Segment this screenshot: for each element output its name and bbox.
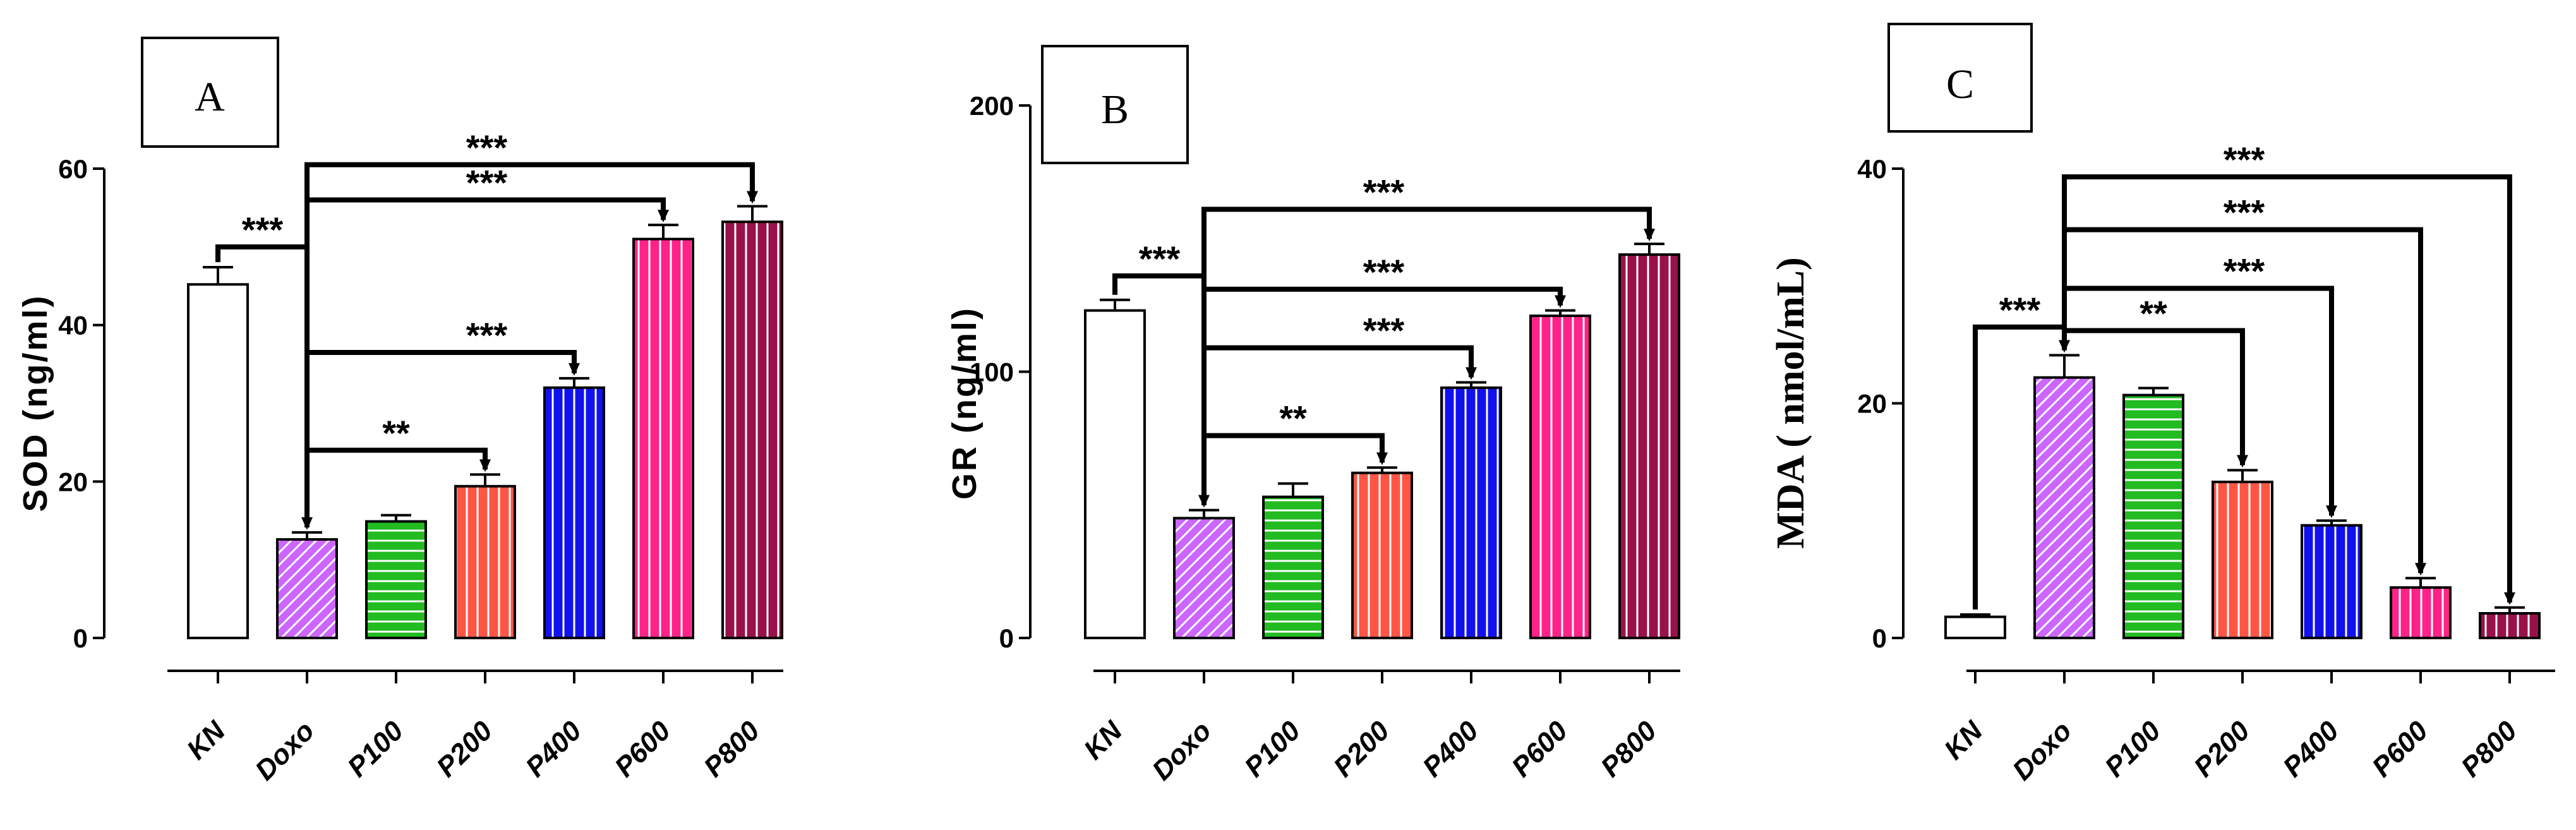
bar-fill	[1085, 310, 1145, 638]
x-category-label: KN	[181, 715, 231, 766]
x-category-label: P600	[1506, 715, 1574, 783]
significance-label: **	[2140, 293, 2167, 333]
significance-label: ***	[1139, 239, 1181, 279]
x-category-label: P400	[2277, 715, 2345, 783]
significance-bracket	[2062, 174, 2512, 603]
significance-label: ***	[2224, 251, 2265, 291]
significance-label: ***	[242, 210, 284, 250]
significance-label: ***	[1999, 290, 2041, 330]
x-category-label: P800	[698, 715, 766, 783]
bar-pattern	[2213, 481, 2272, 638]
significance-label: ***	[1363, 252, 1405, 292]
x-category-label: P200	[431, 715, 499, 783]
x-category-label: KN	[1078, 715, 1128, 766]
bracket-arrow	[1466, 367, 1477, 380]
bar-pattern	[1441, 387, 1501, 638]
bracket-arrow	[1555, 295, 1566, 308]
bar-pattern	[634, 239, 693, 638]
bar-fill	[1946, 616, 2005, 638]
bracket-arrow	[2504, 592, 2515, 605]
x-category-label: Doxo	[1147, 715, 1217, 786]
panel-label-box	[1041, 45, 1189, 164]
bracket-arrow	[569, 363, 580, 376]
bar-pattern	[2302, 525, 2361, 638]
bar-fill	[188, 284, 248, 639]
bar-pattern	[277, 539, 337, 638]
significance-label: ***	[466, 315, 508, 355]
significance-label: ***	[466, 163, 508, 203]
bar-pattern	[366, 521, 426, 638]
significance-label: ***	[1363, 311, 1405, 351]
bar-pattern	[2124, 395, 2183, 638]
bracket-arrow	[747, 191, 758, 204]
panel-a-chart: A 0 20 40 60 SOD (ng/ml) KN Doxo P100 P200 P400 P60…	[16, 37, 783, 786]
x-category-label: P100	[2099, 715, 2167, 783]
x-category-label: P400	[520, 715, 588, 783]
bracket-arrow	[2237, 455, 2248, 468]
y-tick-label: 40	[1857, 154, 1887, 184]
x-category-label: KN	[1938, 715, 1989, 766]
x-category-label: P200	[1328, 715, 1396, 783]
bar-pattern	[1174, 518, 1234, 638]
x-category-label: P600	[2366, 715, 2435, 783]
bar-pattern	[723, 222, 782, 638]
x-category-label: P400	[1417, 715, 1485, 783]
y-tick-label: 20	[58, 467, 88, 496]
bar-pattern	[2035, 377, 2094, 638]
significance-bracket	[1201, 345, 1474, 505]
significance-label: ***	[466, 128, 508, 167]
significance-label: ***	[1363, 172, 1405, 212]
panel-b-chart: B 0 100 200 GR (ng/ml) KN Doxo P100 P200 P400 P600…	[946, 45, 1680, 786]
y-tick-label: 0	[999, 623, 1014, 653]
bar-pattern	[455, 486, 515, 638]
bracket-arrow	[2415, 563, 2426, 576]
y-axis-title: MDA ( nmol/mL)	[1769, 257, 1812, 549]
y-axis-title: GR (ng/ml)	[946, 306, 984, 500]
bracket-arrow	[1376, 452, 1388, 466]
x-category-label: P100	[1239, 715, 1307, 783]
panel-label-box	[141, 37, 279, 148]
y-tick-label: 60	[58, 154, 88, 184]
panel-label-box	[1887, 23, 2033, 133]
significance-label: **	[382, 413, 410, 453]
y-axis-title: SOD (ng/ml)	[16, 294, 54, 512]
significance-bracket	[304, 350, 577, 527]
bar-pattern	[1263, 496, 1323, 638]
bar-pattern	[2391, 587, 2450, 638]
significance-bracket	[2062, 286, 2334, 516]
x-category-label: Doxo	[2007, 715, 2078, 786]
x-category-label: P100	[342, 715, 410, 783]
y-tick-label: 100	[970, 358, 1014, 387]
x-category-label: P600	[609, 715, 677, 783]
bracket-arrow	[658, 210, 669, 223]
bar-pattern	[1352, 472, 1412, 638]
bar-pattern	[1531, 315, 1590, 638]
x-category-label: P200	[2188, 715, 2256, 783]
significance-label: ***	[2224, 140, 2265, 179]
y-tick-label: 20	[1857, 389, 1887, 419]
bar-pattern	[545, 387, 604, 638]
bracket-arrow	[2326, 505, 2337, 519]
significance-bracket	[304, 162, 755, 527]
x-category-label: P800	[2455, 715, 2524, 783]
significance-bracket	[1201, 207, 1652, 505]
y-tick-label: 0	[1872, 623, 1887, 653]
bracket-arrow	[479, 459, 491, 472]
panel-label: B	[1101, 87, 1129, 133]
panel-label: A	[195, 74, 225, 120]
bracket-arrow	[1644, 229, 1655, 242]
x-category-label: Doxo	[250, 715, 320, 786]
y-tick-label: 0	[73, 623, 88, 653]
significance-label: **	[1279, 399, 1307, 438]
x-category-label: P800	[1595, 715, 1663, 783]
bar-pattern	[1620, 255, 1679, 638]
bar-pattern	[2480, 613, 2539, 638]
y-tick-label: 200	[970, 91, 1014, 121]
panel-label: C	[1946, 61, 1974, 107]
panel-c-chart: C 0 20 40 MDA ( nmol/mL) KN Doxo P100 P200 P400 P6…	[1769, 23, 2555, 786]
y-tick-label: 40	[58, 311, 88, 340]
significance-label: ***	[2224, 193, 2265, 232]
